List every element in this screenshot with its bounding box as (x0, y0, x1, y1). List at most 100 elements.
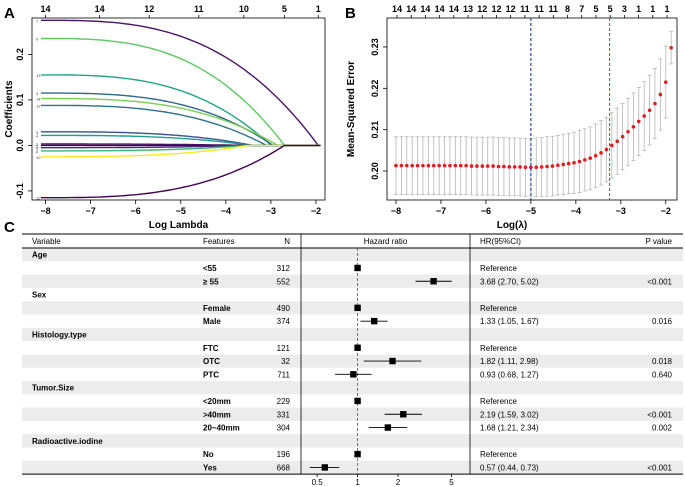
mse-point (556, 163, 560, 168)
row-n: 229 (277, 397, 291, 406)
top-tick-label: 8 (565, 4, 570, 14)
mse-point (636, 119, 641, 124)
row-band (22, 301, 683, 315)
row-n: 552 (277, 277, 291, 286)
x-tick-label: −2 (311, 206, 321, 216)
plot-frame (386, 17, 678, 201)
x-tick-label: −4 (221, 206, 231, 216)
row-variable: Radioactive.iodine (32, 437, 103, 446)
x-tick-label: −6 (131, 206, 141, 216)
mse-point (604, 147, 609, 152)
row-p-value: 0.016 (652, 317, 673, 326)
row-p-value: 0.002 (652, 424, 673, 433)
row-hr-ci: 2.19 (1.59, 3.02) (480, 410, 539, 419)
top-tick-label: 11 (194, 4, 204, 14)
row-n: 304 (277, 424, 291, 433)
hr-point (321, 464, 329, 471)
row-band (22, 274, 683, 288)
x-tick-label: −8 (391, 206, 401, 216)
coef-path-label: 12 (36, 103, 41, 108)
row-hr-ci: Reference (480, 397, 517, 406)
header-variable: Variable (32, 237, 61, 246)
mse-point (448, 163, 452, 168)
top-tick-label: 5 (282, 4, 287, 14)
top-tick-label: 3 (622, 4, 627, 14)
row-feature: PTC (203, 370, 219, 379)
row-band (22, 460, 683, 475)
top-tick-label: 5 (608, 4, 613, 14)
row-p-value: <0.001 (647, 463, 672, 472)
y-tick-label: 0.22 (370, 80, 380, 98)
mse-point (394, 163, 398, 168)
y-tick-label: -0.1 (15, 183, 25, 199)
y-tick-label: 0.20 (370, 162, 380, 180)
x-tick-label: −7 (85, 206, 95, 216)
hr-point (354, 397, 361, 405)
row-variable: Tumor.Size (32, 384, 75, 393)
mse-point (464, 163, 468, 168)
row-hr-ci: Reference (480, 344, 517, 353)
coef-path-label: 2 (36, 142, 39, 147)
mse-point (599, 151, 603, 155)
row-n: 668 (277, 463, 291, 472)
mse-point (539, 165, 544, 169)
x-tick-label: −8 (40, 206, 50, 216)
row-band (22, 327, 683, 342)
mse-point (431, 163, 436, 168)
row-hr-ci: 1.68 (1.21, 2.34) (480, 424, 539, 433)
coef-path-14 (41, 97, 321, 147)
x-tick-label: −3 (616, 206, 626, 216)
mse-point (566, 161, 571, 166)
top-tick-label: 12 (477, 4, 487, 14)
row-feature: <20mm (203, 397, 231, 406)
mse-point (523, 165, 528, 170)
row-feature: 20~40mm (203, 424, 240, 433)
coef-path-label: 7 (36, 18, 39, 23)
y-tick-label: 0.1 (15, 94, 25, 107)
row-hr-ci: 3.68 (2.70, 5.02) (480, 277, 539, 286)
row-hr-ci: Reference (480, 264, 517, 273)
top-tick-label: 11 (534, 4, 544, 14)
mse-point (593, 153, 598, 158)
coef-path-10 (41, 144, 321, 158)
y-tick-label: 0.2 (15, 48, 25, 61)
coef-path-label: 13 (36, 73, 41, 78)
mse-point (475, 164, 479, 168)
coef-path-11 (41, 144, 321, 199)
coef-path-label: 14 (36, 97, 41, 102)
row-n: 331 (277, 410, 291, 419)
coef-path-label: 8 (36, 149, 39, 154)
mse-point (415, 163, 420, 168)
row-n: 490 (277, 304, 291, 313)
hr-point (389, 357, 396, 365)
hr-point (354, 344, 361, 351)
mse-point (588, 156, 593, 161)
mse-point (669, 45, 673, 50)
coef-path-2 (41, 143, 321, 147)
row-feature: No (203, 450, 214, 459)
coef-path-label: 11 (36, 196, 41, 201)
mse-point (502, 164, 506, 169)
mse-point (626, 129, 630, 134)
row-feature: Male (203, 317, 221, 326)
top-tick-label: 1 (636, 4, 641, 14)
cv-mse-plot: −8 −7 −6 −5 −4 −3 −2 0.20 0.21 0.22 0.23 14 14 14 14 14… (346, 4, 678, 231)
coef-path-label: 10 (36, 155, 41, 160)
row-band (22, 248, 683, 262)
row-band (22, 407, 683, 421)
mse-point (653, 101, 657, 106)
mse-point (561, 162, 566, 167)
coef-path-4 (41, 134, 321, 147)
mse-point (437, 163, 441, 168)
row-band (22, 434, 683, 448)
mse-point (545, 164, 549, 169)
y-tick-label: 0.23 (370, 38, 380, 56)
mse-point (610, 143, 614, 148)
hr-point (350, 371, 357, 378)
hr-axis-tick-label: 1 (355, 478, 360, 487)
top-tick-label: 13 (463, 4, 473, 14)
coef-path-12 (41, 104, 321, 147)
hr-axis-tick-label: 2 (396, 478, 401, 487)
mse-point (442, 163, 447, 168)
